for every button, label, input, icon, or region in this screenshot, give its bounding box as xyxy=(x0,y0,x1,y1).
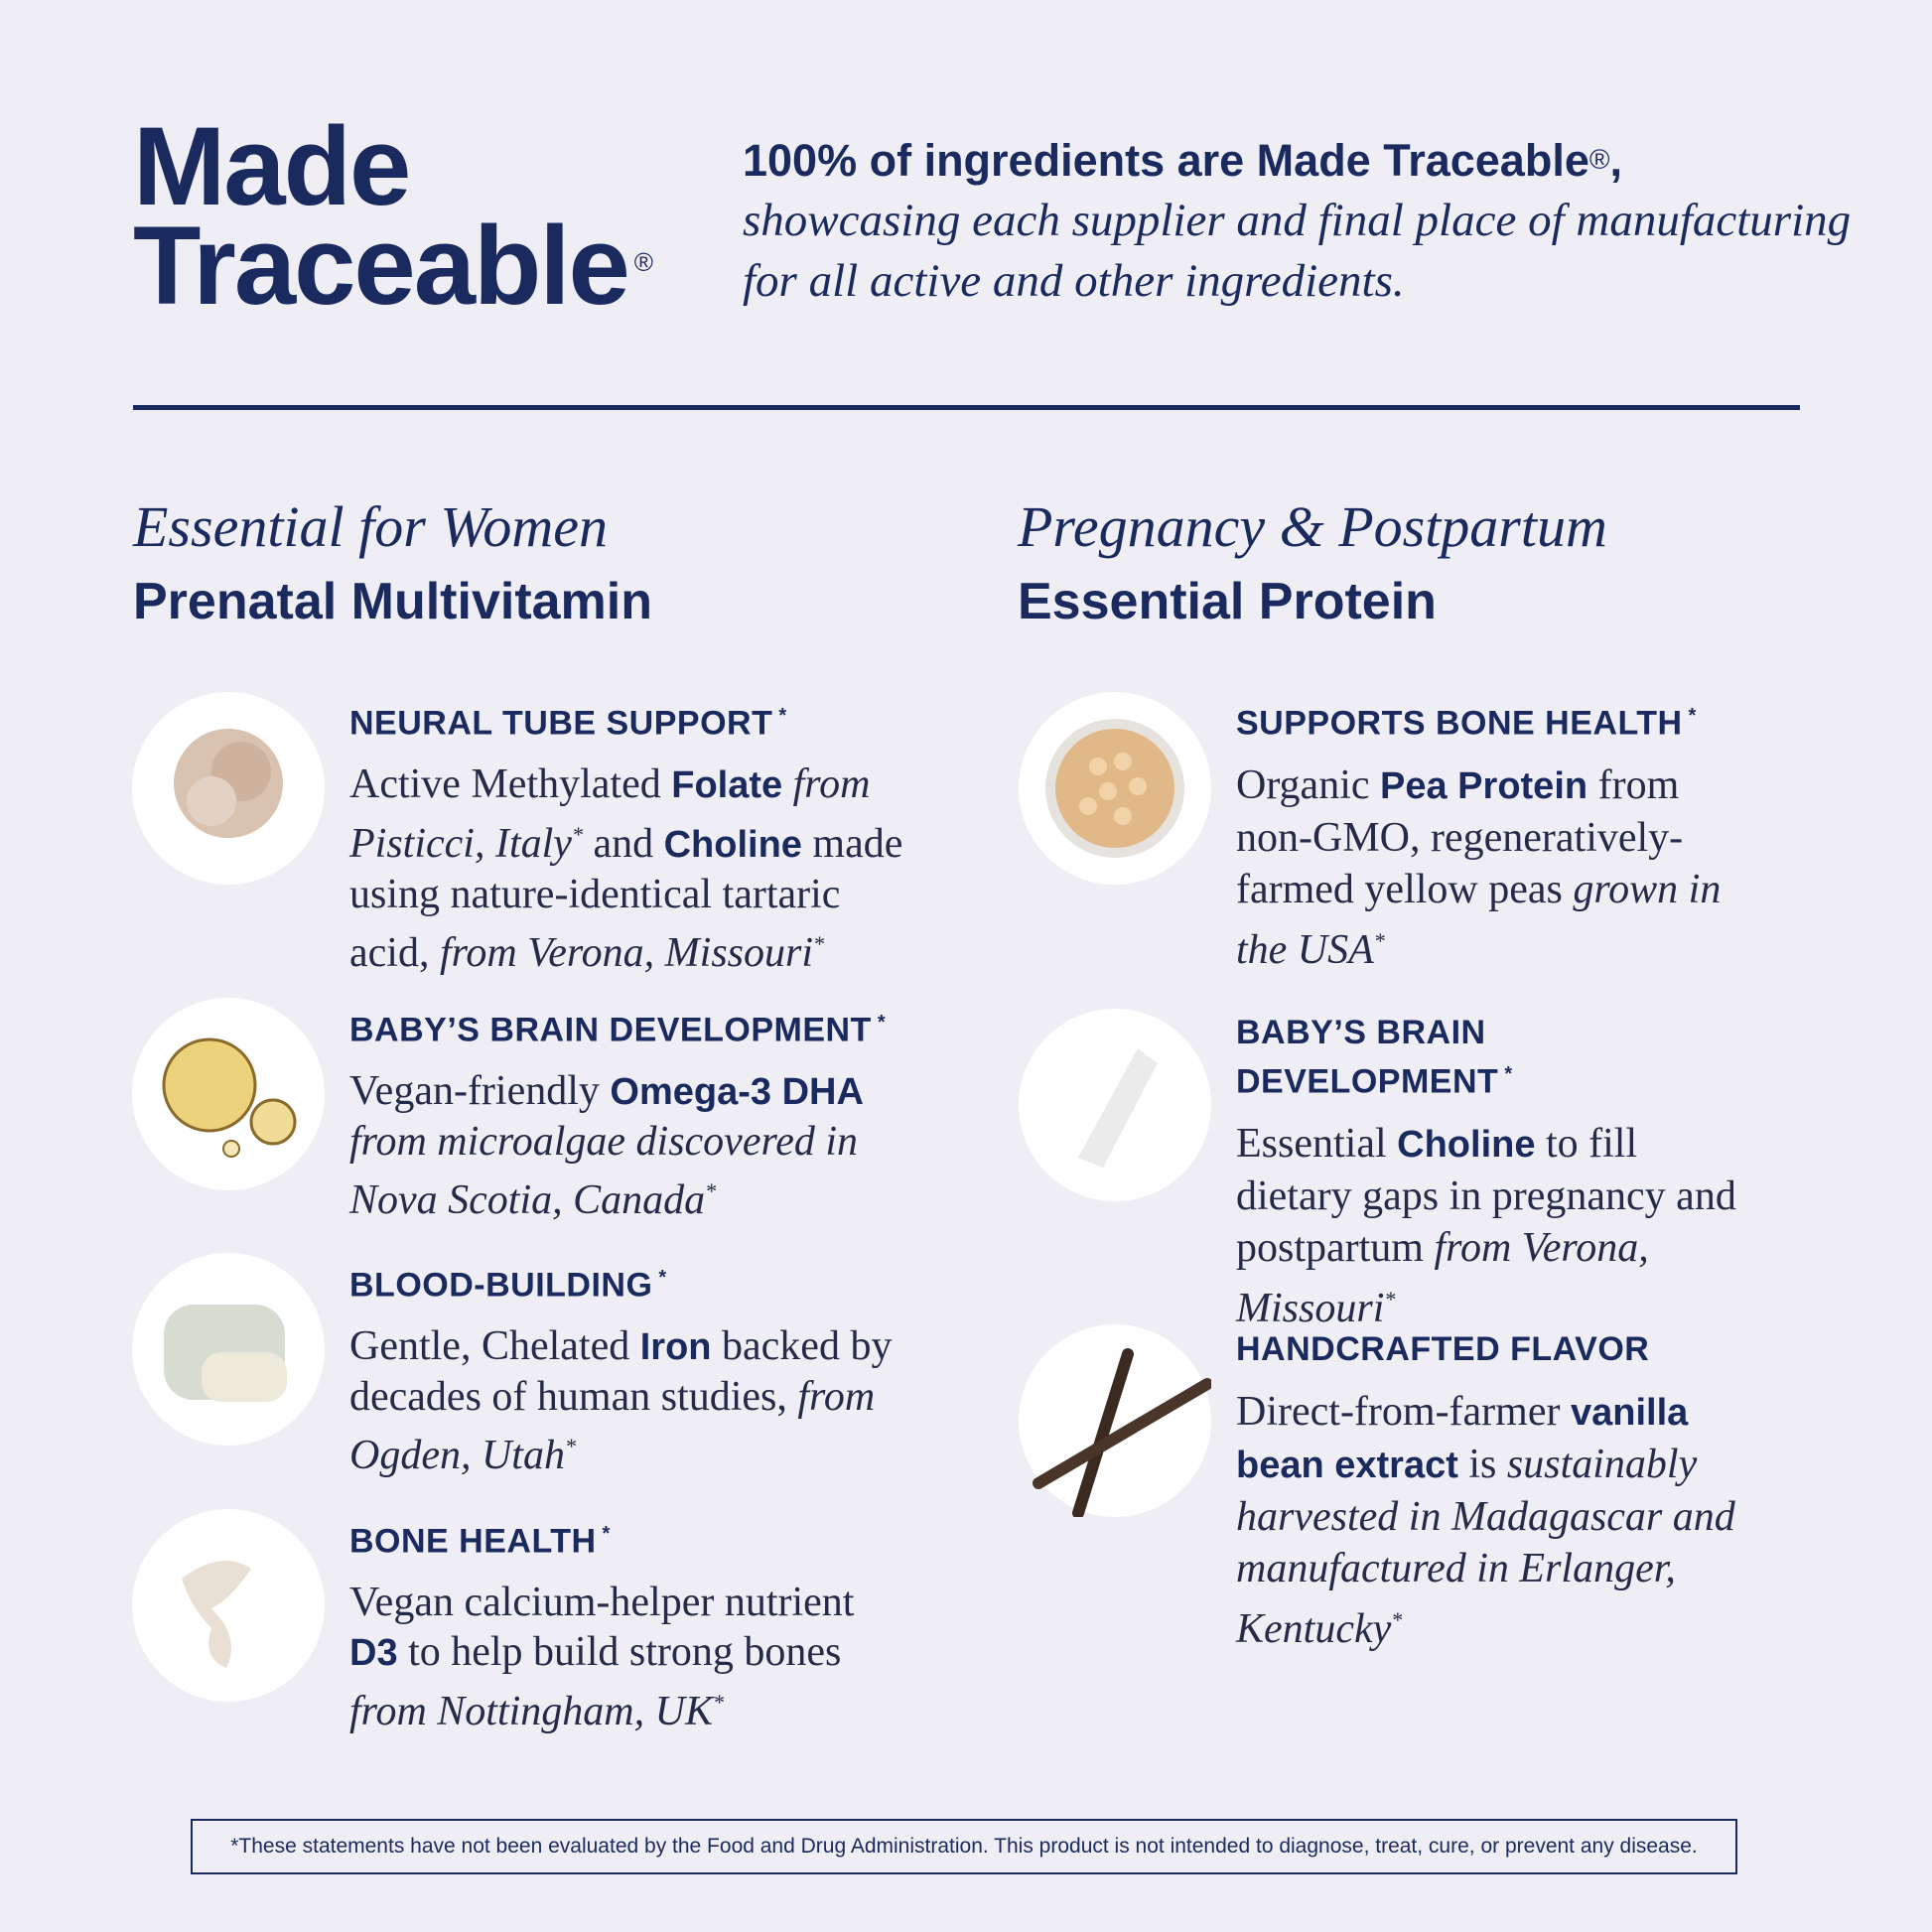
feature-text: Vegan calcium-helper nutrient D3 to help… xyxy=(349,1578,905,1736)
text: Vegan calcium-helper nutrient xyxy=(349,1580,855,1626)
asterisk: * xyxy=(564,1434,576,1459)
title-line: Made xyxy=(133,104,411,228)
registered-mark: ® xyxy=(1588,144,1610,175)
italic-text: from Verona, Missouri xyxy=(1236,1225,1649,1332)
heading-text: BABY’S BRAIN DEVELOPMENT xyxy=(1236,1014,1499,1101)
bold-text: Folate xyxy=(671,764,783,807)
feature: BONE HEALTH * Vegan calcium-helper nutrie… xyxy=(349,1513,905,1736)
bold-text: Omega-3 DHA xyxy=(610,1071,864,1114)
cream-icon xyxy=(132,1253,325,1446)
feature-heading: BABY’S BRAIN DEVELOPMENT * xyxy=(349,1002,905,1050)
heading-text: BABY’S BRAIN DEVELOPMENT xyxy=(349,1011,872,1049)
asterisk: * xyxy=(1504,1063,1513,1085)
tagline-italic: showcasing each supplier and final place… xyxy=(743,195,1852,307)
text: Organic xyxy=(1236,762,1381,809)
italic-text: from Nottingham, UK xyxy=(349,1689,713,1735)
main-title: Made Traceable ® xyxy=(133,111,653,322)
tagline-comma: , xyxy=(1609,135,1623,186)
feature-text: Vegan-friendly Omega-3 DHA from microalg… xyxy=(349,1066,905,1225)
feature: NEURAL TUBE SUPPORT * Active Methylated F… xyxy=(349,695,905,978)
text: to help build strong bones xyxy=(397,1629,842,1676)
feature: SUPPORTS BONE HEALTH * Organic Pea Protei… xyxy=(1236,695,1752,976)
feature-text: Gentle, Chelated Iron backed by decades … xyxy=(349,1321,905,1480)
column-title: Prenatal Multivitamin xyxy=(133,573,652,630)
heading-text: BLOOD-BUILDING xyxy=(349,1266,653,1305)
asterisk: * xyxy=(1391,1607,1403,1632)
text: Vegan-friendly xyxy=(349,1068,611,1115)
asterisk: * xyxy=(1373,928,1385,954)
tagline: 100% of ingredients are Made Traceable®,… xyxy=(743,129,1855,312)
bold-text: D3 xyxy=(349,1632,398,1675)
feature-heading: HANDCRAFTED FLAVOR xyxy=(1236,1328,1752,1370)
bold-text: Choline xyxy=(663,824,802,867)
italic-text: from Verona, Missouri xyxy=(439,930,814,977)
text: Active Methylated xyxy=(349,761,672,808)
heading-text: HANDCRAFTED FLAVOR xyxy=(1236,1330,1650,1368)
feature-heading: NEURAL TUBE SUPPORT * xyxy=(349,695,905,744)
drop-icon xyxy=(132,1509,325,1702)
text: made using nature-identical tartaric aci… xyxy=(349,821,903,977)
powder-icon xyxy=(1019,1009,1211,1201)
feature: BABY’S BRAIN DEVELOPMENT * Essential Chol… xyxy=(1236,1012,1752,1334)
feature: BLOOD-BUILDING * Gentle, Chelated Iron ba… xyxy=(349,1257,905,1480)
feature-heading: BONE HEALTH * xyxy=(349,1513,905,1562)
heading-text: SUPPORTS BONE HEALTH xyxy=(1236,704,1683,743)
powder-icon xyxy=(132,692,325,885)
text: and xyxy=(582,821,664,868)
italic-text: grown in the USA xyxy=(1236,867,1722,974)
italic-text: sustainably harvested in Madagascar and … xyxy=(1236,1442,1735,1652)
oil-icon xyxy=(132,998,325,1190)
asterisk: * xyxy=(813,931,825,957)
asterisk: * xyxy=(778,705,787,727)
text: to fill dietary gaps in pregnancy and po… xyxy=(1236,1121,1736,1272)
feature-heading: BABY’S BRAIN DEVELOPMENT * xyxy=(1236,1012,1752,1102)
italic-text: from Ogden, Utah xyxy=(349,1374,876,1479)
column-subtitle: Essential for Women xyxy=(133,494,608,559)
asterisk: * xyxy=(705,1178,717,1204)
italic-text: from Pisticci, Italy xyxy=(349,761,871,868)
divider xyxy=(133,405,1800,410)
peas-icon xyxy=(1019,692,1211,885)
vanilla-icon xyxy=(1019,1324,1211,1517)
asterisk: * xyxy=(712,1690,724,1716)
bold-text: Choline xyxy=(1397,1124,1536,1167)
asterisk: * xyxy=(1384,1287,1396,1312)
feature-heading: BLOOD-BUILDING * xyxy=(349,1257,905,1306)
disclaimer: *These statements have not been evaluate… xyxy=(191,1819,1737,1874)
asterisk: * xyxy=(658,1267,667,1289)
feature-text: Organic Pea Protein from non-GMO, regene… xyxy=(1236,759,1752,976)
asterisk: * xyxy=(602,1523,611,1545)
text: Essential xyxy=(1236,1121,1398,1168)
registered-mark: ® xyxy=(633,247,653,277)
feature: BABY’S BRAIN DEVELOPMENT * Vegan-friendly… xyxy=(349,1002,905,1225)
asterisk: * xyxy=(571,822,583,848)
feature-text: Direct-from-farmer vanilla bean extract … xyxy=(1236,1386,1752,1655)
bold-text: Pea Protein xyxy=(1380,765,1588,808)
heading-text: BONE HEALTH xyxy=(349,1522,597,1561)
italic-text: from microalgae discovered in Nova Scoti… xyxy=(349,1119,859,1224)
asterisk: * xyxy=(1688,705,1697,727)
feature-text: Active Methylated Folate from Pisticci, … xyxy=(349,759,905,978)
text: backed by decades of human studies, xyxy=(349,1323,893,1421)
column-title: Essential Protein xyxy=(1018,573,1437,630)
feature: HANDCRAFTED FLAVOR Direct-from-farmer va… xyxy=(1236,1328,1752,1655)
text: Direct-from-farmer xyxy=(1236,1389,1571,1435)
text: is xyxy=(1457,1442,1507,1487)
text: from non-GMO, regeneratively-farmed yell… xyxy=(1236,762,1684,913)
title-line: Traceable xyxy=(133,204,630,328)
bold-text: Iron xyxy=(639,1326,712,1369)
feature-text: Essential Choline to fill dietary gaps i… xyxy=(1236,1118,1752,1334)
bold-text: vanilla bean extract xyxy=(1236,1392,1689,1486)
asterisk: * xyxy=(877,1012,887,1034)
tagline-bold: 100% of ingredients are Made Traceable xyxy=(743,135,1589,186)
column-subtitle: Pregnancy & Postpartum xyxy=(1018,494,1607,559)
text: Gentle, Chelated xyxy=(349,1323,640,1370)
heading-text: NEURAL TUBE SUPPORT xyxy=(349,704,773,743)
feature-heading: SUPPORTS BONE HEALTH * xyxy=(1236,695,1752,744)
